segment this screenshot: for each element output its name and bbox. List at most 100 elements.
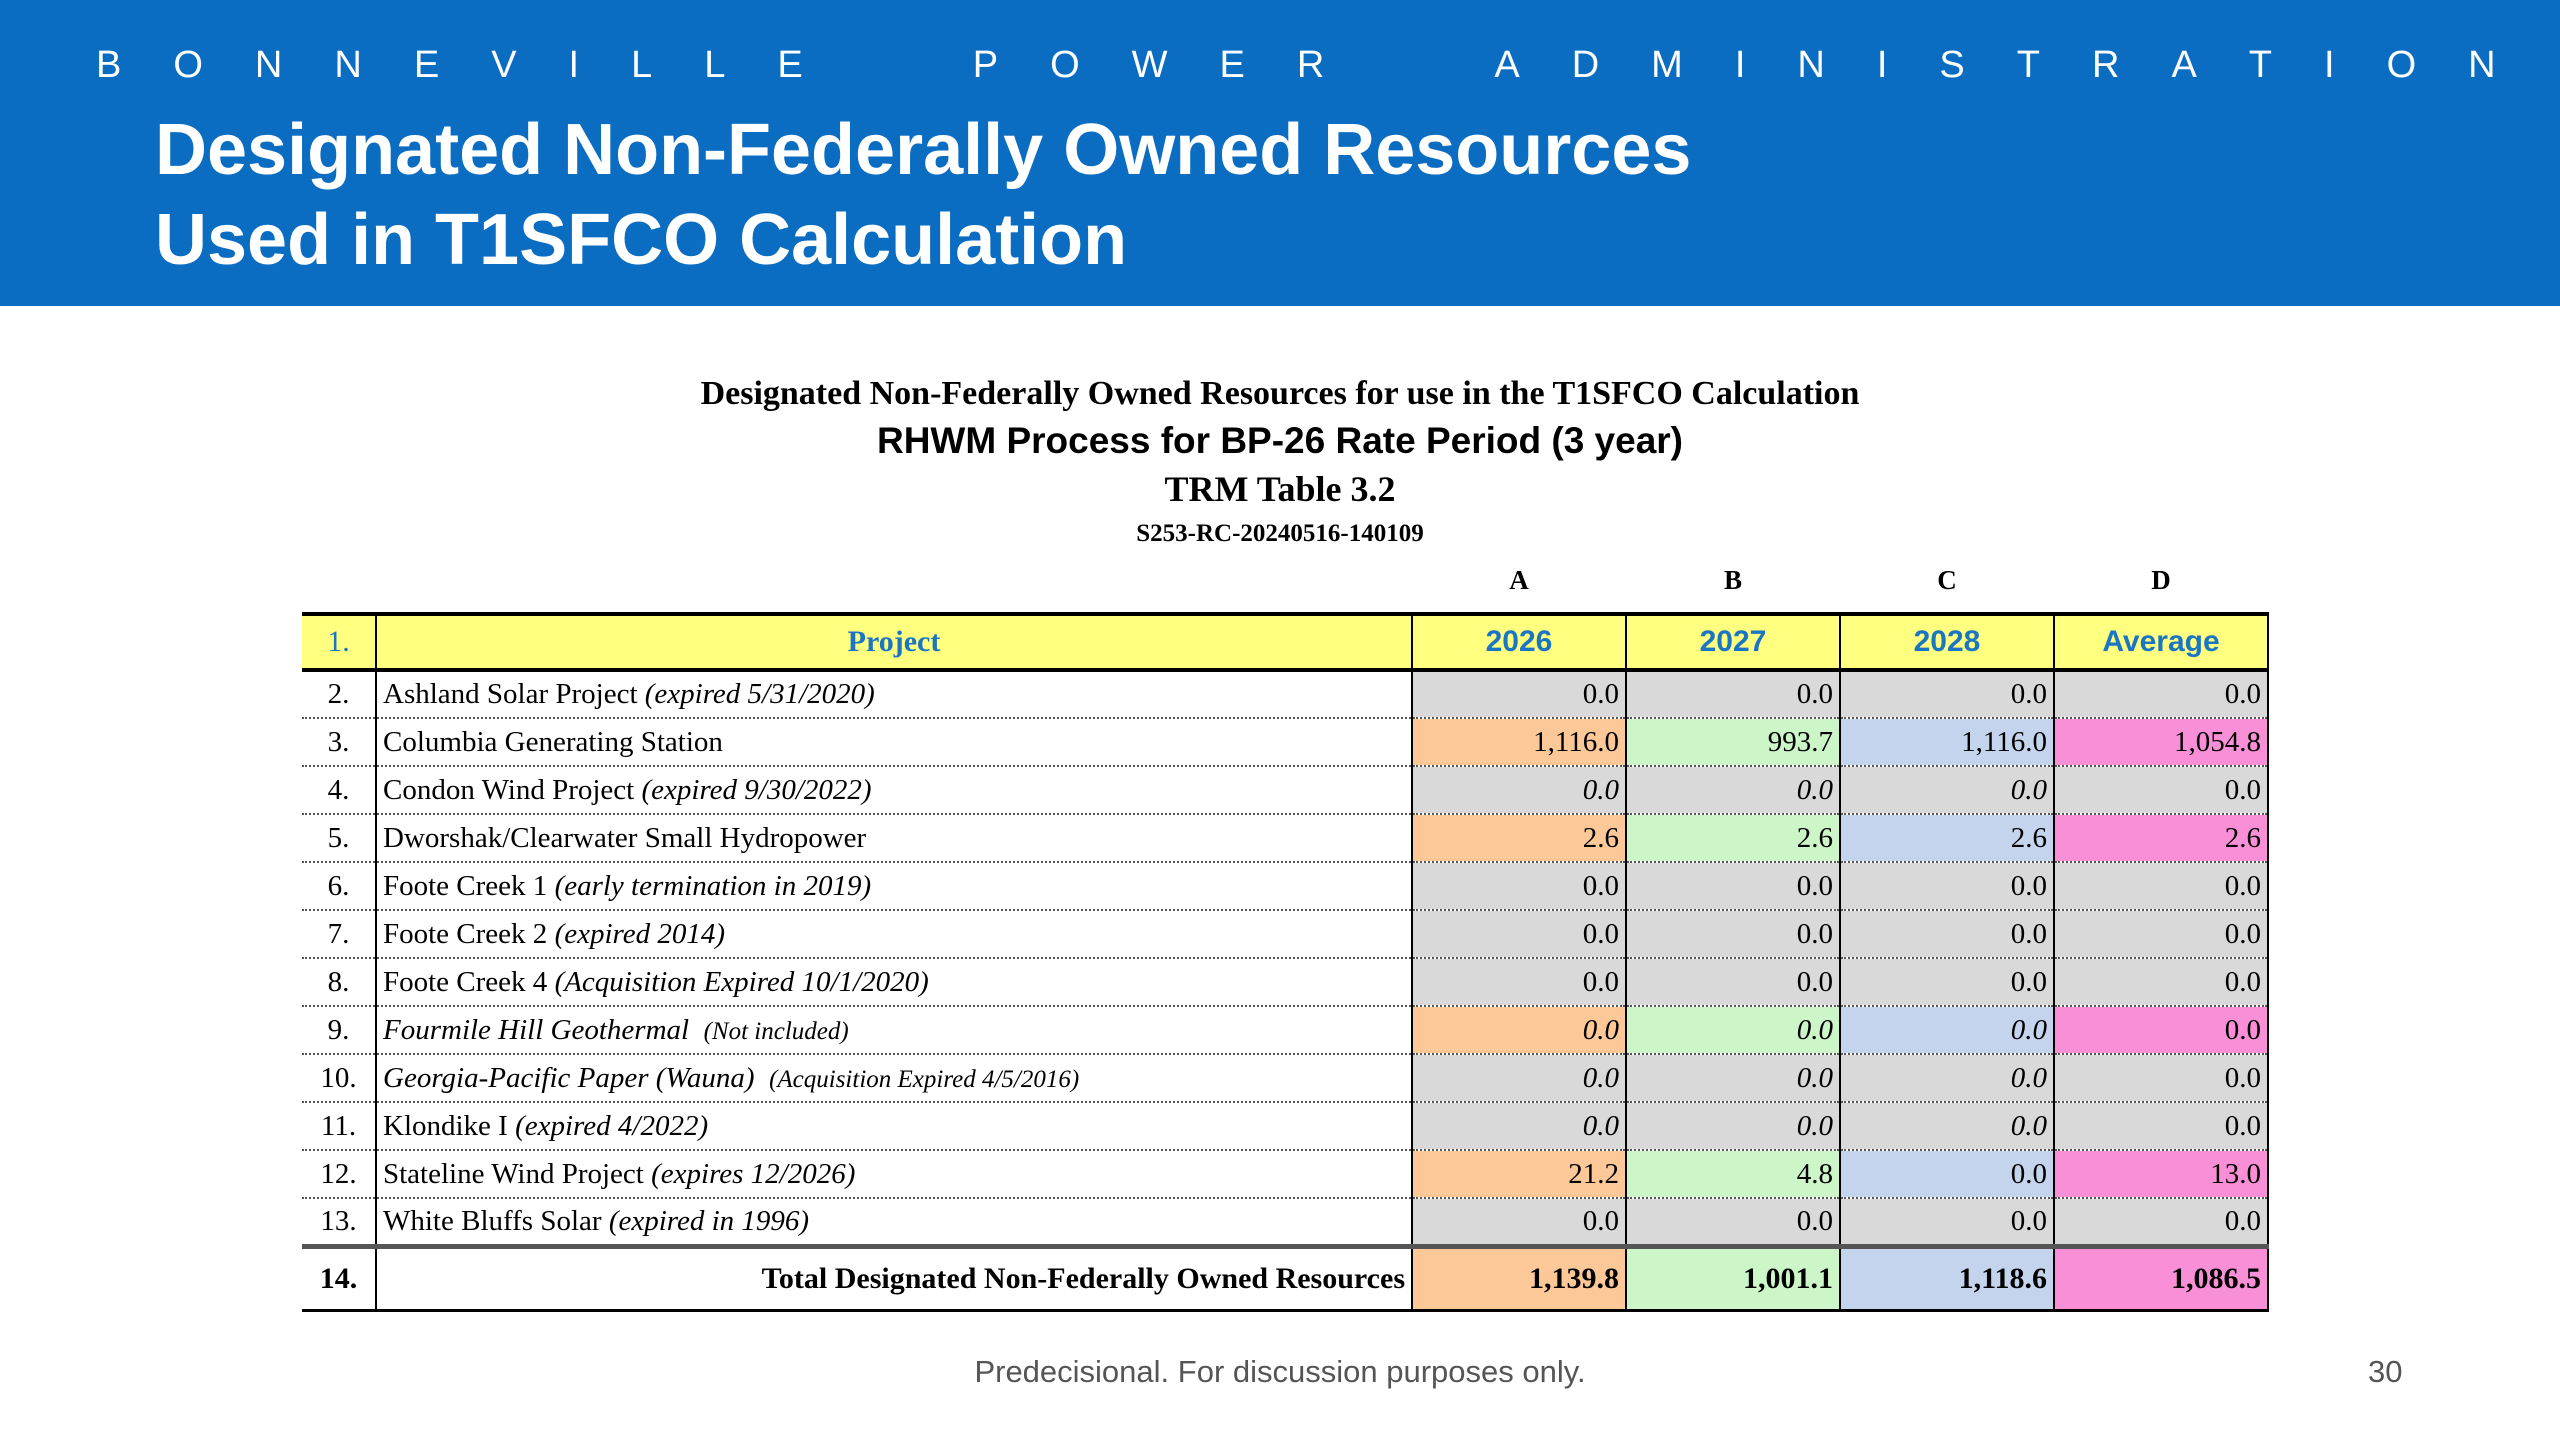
project-name: Foote Creek 1 — [383, 869, 548, 902]
value-2027: 0.0 — [1625, 1102, 1840, 1151]
value-2027: 0.0 — [1625, 766, 1840, 815]
organization-letter: N — [334, 44, 362, 86]
organization-letter: O — [173, 44, 203, 86]
value-2027: 2.6 — [1625, 814, 1840, 863]
project-cell: Ashland Solar Project (expired 5/31/2020… — [375, 670, 1412, 719]
value-2028: 0.0 — [1839, 910, 2054, 959]
value-2026: 0.0 — [1411, 862, 1626, 911]
table-subtitle: RHWM Process for BP-26 Rate Period (3 ye… — [876, 420, 1683, 461]
project-cell: Foote Creek 2 (expired 2014) — [375, 910, 1412, 959]
organization-letter: N — [2468, 44, 2496, 86]
project-cell: Fourmile Hill Geothermal (Not included) — [375, 1006, 1412, 1055]
project-note: (expired 2014) — [554, 917, 726, 950]
total-label: Total Designated Non-Federally Owned Res… — [375, 1243, 1412, 1312]
value-average: 2.6 — [2053, 814, 2269, 863]
project-name: Condon Wind Project — [383, 773, 635, 806]
column-header-project: Project — [375, 612, 1412, 672]
value-average: 0.0 — [2053, 910, 2269, 959]
row-number: 7. — [302, 910, 376, 959]
organization-letter: O — [1050, 44, 1080, 86]
table-row: 11. Klondike I (expired 4/2022) 0.0 0.0 0.0 0… — [302, 1102, 2269, 1151]
project-cell: Georgia-Pacific Paper (Wauna) (Acquisiti… — [375, 1054, 1412, 1103]
value-2027: 0.0 — [1625, 862, 1840, 911]
row-number: 4. — [302, 766, 376, 815]
project-name: Foote Creek 2 — [383, 917, 548, 950]
table-row: 12. Stateline Wind Project (expires 12/20… — [302, 1150, 2269, 1199]
table-header-row: 1. Project 2026 2027 2028 Average — [302, 612, 2269, 672]
organization-letter: A — [1494, 44, 1520, 86]
project-note: (expired 9/30/2022) — [641, 773, 872, 806]
organization-letter: T — [2248, 44, 2273, 86]
letter-gap — [855, 40, 921, 90]
value-2027: 0.0 — [1625, 1006, 1840, 1055]
project-cell: White Bluffs Solar (expired in 1996) — [375, 1198, 1412, 1247]
project-name: Dworshak/Clearwater Small Hydropower — [383, 821, 867, 854]
row-number: 11. — [302, 1102, 376, 1151]
project-name: Ashland Solar Project — [383, 678, 638, 710]
row-number: 13. — [302, 1198, 376, 1247]
organization-letter: L — [631, 44, 653, 86]
project-note: (Acquisition Expired 4/5/2016) — [769, 1065, 1080, 1093]
value-2027: 0.0 — [1625, 670, 1840, 719]
project-name: Georgia-Pacific Paper (Wauna) — [383, 1061, 755, 1094]
value-2028: 0.0 — [1839, 766, 2054, 815]
organization-letter: L — [704, 44, 726, 86]
row-number: 12. — [302, 1150, 376, 1199]
row-number: 2. — [302, 670, 376, 719]
organization-letter: N — [1797, 44, 1825, 86]
value-2028: 0.0 — [1839, 1054, 2054, 1103]
value-average: 13.0 — [2053, 1150, 2269, 1199]
table-row: 7. Foote Creek 2 (expired 2014) 0.0 0.0 0.0 0… — [302, 910, 2269, 959]
value-2027: 0.0 — [1625, 1198, 1840, 1247]
project-note: (expires 12/2026) — [651, 1157, 856, 1190]
value-2028: 0.0 — [1839, 1006, 2054, 1055]
value-2028: 0.0 — [1839, 1102, 2054, 1151]
organization-letter: B — [96, 44, 122, 86]
table-row: 9. Fourmile Hill Geothermal (Not included… — [302, 1006, 2269, 1055]
value-average: 0.0 — [2053, 862, 2269, 911]
table-row: 2. Ashland Solar Project (expired 5/31/20… — [302, 670, 2269, 719]
row-number: 9. — [302, 1006, 376, 1055]
organization-letter: S — [1939, 44, 1965, 86]
value-2028: 0.0 — [1839, 1198, 2054, 1247]
project-note: (expired 4/2022) — [515, 1109, 709, 1142]
table-row: 13. White Bluffs Solar (expired in 1996) 0… — [302, 1198, 2269, 1247]
value-average: 0.0 — [2053, 1006, 2269, 1055]
page-number: 30 — [2368, 1354, 2403, 1389]
organization-letter: E — [413, 44, 440, 86]
footer-disclaimer: Predecisional. For discussion purposes o… — [974, 1354, 1586, 1389]
title-banner: B O N N E V I L L E P O W E R A D M I N I S T R A T I O N Designated… — [0, 0, 2560, 306]
project-note: (Acquisition Expired 10/1/2020) — [554, 965, 929, 998]
column-header-2027: 2027 — [1625, 612, 1840, 672]
slide-title-line-1: Designated Non-Federally Owned Resources — [155, 110, 1692, 190]
organization-letter: O — [2386, 44, 2417, 86]
column-letter-d: D — [2151, 565, 2171, 595]
project-cell: Condon Wind Project (expired 9/30/2022) — [375, 766, 1412, 815]
value-2028: 1,116.0 — [1839, 718, 2054, 767]
column-letter-b: B — [1723, 565, 1742, 595]
value-2027: 0.0 — [1625, 1054, 1840, 1103]
value-2026: 0.0 — [1411, 766, 1626, 815]
slide-title: Designated Non-Federally Owned Resources… — [155, 105, 1691, 285]
resources-table: 1. Project 2026 2027 2028 Average 2. Ashl… — [302, 612, 2269, 1312]
project-name: Stateline Wind Project — [383, 1157, 644, 1190]
value-2027: 993.7 — [1625, 718, 1840, 767]
table-row: 4. Condon Wind Project (expired 9/30/2022… — [302, 766, 2269, 815]
value-average: 1,054.8 — [2053, 718, 2269, 767]
value-2027: 0.0 — [1625, 910, 1840, 959]
project-cell: Columbia Generating Station — [375, 718, 1412, 767]
slide-title-line-2: Used in T1SFCO Calculation — [155, 200, 1128, 280]
value-2026: 0.0 — [1411, 1102, 1626, 1151]
organization-letter: N — [254, 44, 283, 86]
organization-letter: I — [1734, 44, 1746, 86]
project-note: (expired 5/31/2020) — [644, 678, 875, 710]
organization-letter: P — [972, 44, 999, 86]
organization-letter: M — [1651, 44, 1683, 86]
row-number: 8. — [302, 958, 376, 1007]
project-note: (Not included) — [703, 1017, 849, 1045]
table-reference: TRM Table 3.2 — [1164, 469, 1396, 509]
value-average: 0.0 — [2053, 1054, 2269, 1103]
row-number: 14. — [302, 1243, 376, 1312]
project-cell: Foote Creek 1 (early termination in 2019… — [375, 862, 1412, 911]
